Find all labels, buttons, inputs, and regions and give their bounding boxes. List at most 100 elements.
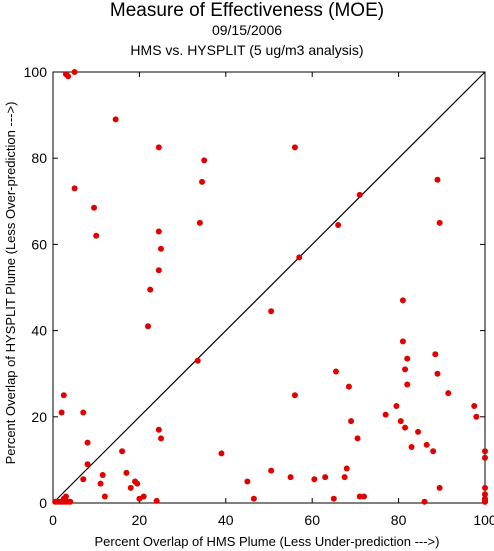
data-point (134, 480, 141, 487)
y-axis-label: Percent Overlap of HYSPLIT Plume (Less O… (3, 102, 18, 465)
data-point (80, 476, 87, 483)
y-tick-label: 100 (24, 64, 48, 80)
data-point (423, 441, 430, 448)
data-point (436, 484, 443, 491)
y-tick-label: 80 (31, 150, 47, 166)
data-point (434, 370, 441, 377)
data-point (97, 480, 104, 487)
plot-frame (52, 71, 486, 504)
data-point (354, 435, 361, 442)
chart-date: 09/15/2006 (211, 22, 283, 38)
data-point (250, 495, 257, 502)
data-point (473, 413, 480, 420)
data-point (415, 428, 422, 435)
data-point (153, 497, 160, 504)
data-point (311, 476, 318, 483)
data-point (155, 144, 162, 151)
data-point (332, 368, 339, 375)
data-point (356, 493, 363, 500)
data-point (482, 448, 488, 455)
data-point (393, 403, 400, 410)
data-point (397, 418, 404, 425)
data-point (482, 498, 488, 505)
data-point (127, 484, 134, 491)
data-point (123, 469, 130, 476)
x-tick-label: 0 (49, 512, 57, 528)
data-point (218, 450, 225, 457)
data-point (145, 323, 152, 330)
data-point (158, 245, 164, 252)
y-tick-label: 40 (31, 323, 47, 339)
data-point (287, 474, 294, 481)
chart-subtitle: HMS vs. HYSPLIT (5 ug/m3 analysis) (130, 42, 364, 58)
data-point (341, 474, 348, 481)
data-point (194, 357, 201, 364)
data-point (65, 73, 72, 80)
diagonal-reference-line (52, 71, 486, 504)
data-point (482, 454, 488, 461)
data-point (399, 338, 406, 345)
y-tick-label: 0 (39, 495, 47, 511)
data-point (199, 178, 206, 185)
data-point (155, 267, 162, 274)
data-point (119, 448, 126, 455)
data-point (404, 381, 411, 388)
data-point (402, 366, 409, 373)
data-point (84, 439, 91, 446)
data-point (432, 351, 439, 358)
x-tick-label: 20 (132, 512, 148, 528)
x-tick-label: 100 (473, 512, 494, 528)
y-tick-label: 60 (31, 236, 47, 252)
data-point (434, 176, 441, 183)
x-tick-label: 40 (218, 512, 234, 528)
data-point (399, 297, 406, 304)
data-point (430, 448, 437, 455)
data-point (408, 443, 415, 450)
data-point (62, 493, 69, 500)
data-point (361, 493, 368, 500)
data-point (136, 495, 143, 502)
data-point (482, 491, 488, 498)
data-point (482, 484, 488, 491)
data-point (343, 465, 350, 472)
data-point (99, 471, 106, 478)
data-point (112, 116, 119, 123)
data-point (147, 286, 154, 293)
chart-title: Measure of Effectiveness (MOE) (109, 0, 385, 21)
data-point (345, 383, 352, 390)
data-point (296, 254, 303, 261)
data-point (445, 390, 452, 397)
data-point (421, 498, 428, 505)
data-point (335, 222, 342, 229)
x-tick-label: 80 (391, 512, 407, 528)
data-point (155, 228, 162, 235)
data-point (244, 478, 251, 485)
data-point (356, 191, 363, 198)
data-point (60, 392, 67, 399)
data-point (196, 219, 203, 226)
data-point (84, 461, 91, 468)
x-tick-label: 60 (304, 512, 320, 528)
data-point (201, 157, 208, 164)
data-point (155, 426, 162, 433)
data-point (404, 355, 411, 362)
data-point (382, 411, 389, 418)
data-point (471, 403, 478, 410)
data-point (348, 418, 355, 425)
data-point (268, 308, 275, 315)
data-point (291, 144, 298, 151)
data-point (436, 219, 443, 226)
data-point (158, 435, 164, 442)
data-point (330, 495, 337, 502)
data-point (58, 409, 65, 416)
data-point (291, 392, 298, 399)
data-point (67, 498, 74, 505)
data-point (322, 474, 329, 481)
data-point (93, 232, 100, 239)
data-point (91, 204, 98, 211)
data-point (101, 493, 108, 500)
data-point (71, 185, 78, 192)
data-point (80, 409, 87, 416)
data-point (402, 424, 409, 431)
